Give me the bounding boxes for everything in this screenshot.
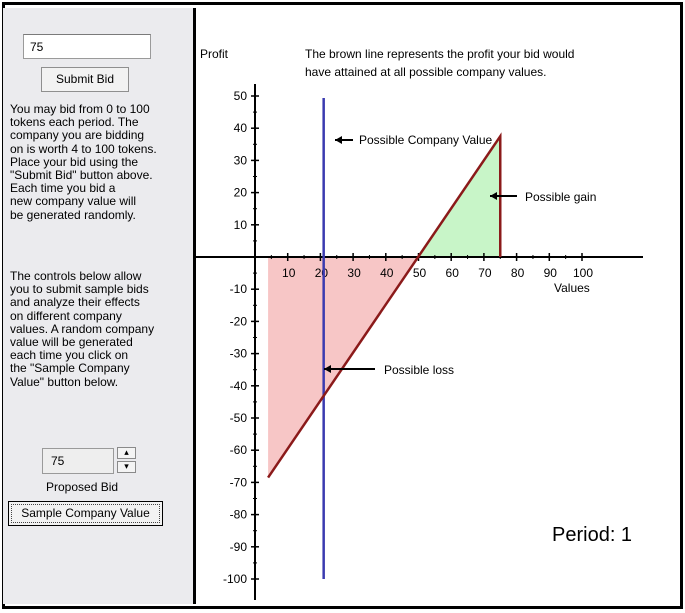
y-tick-label: -10 xyxy=(230,282,248,296)
x-tick-label: 10 xyxy=(282,266,296,280)
bidding-instructions: You may bid from 0 to 100 tokens each pe… xyxy=(10,102,157,222)
company-value-annotation: Possible Company Value xyxy=(359,133,493,147)
y-tick-label: -70 xyxy=(230,475,248,489)
x-axis-title: Values xyxy=(554,281,590,295)
proposed-bid-field[interactable]: 75 xyxy=(42,448,114,474)
company-value-arrow-head xyxy=(335,136,342,144)
x-tick-label: 40 xyxy=(380,266,394,280)
y-tick-label: -30 xyxy=(230,347,248,361)
gain-arrow-head xyxy=(490,192,497,200)
x-tick-label: 70 xyxy=(478,266,492,280)
x-tick-label: 60 xyxy=(446,266,460,280)
y-tick-label: 40 xyxy=(234,121,248,135)
panel-divider xyxy=(193,8,196,604)
bid-input[interactable] xyxy=(23,34,151,59)
x-tick-label: 50 xyxy=(413,266,427,280)
x-tick-label: 20 xyxy=(315,266,329,280)
x-tick-label: 90 xyxy=(544,266,558,280)
increment-bid-button[interactable]: ▴ xyxy=(117,447,136,459)
chart-title-line: have attained at all possible company va… xyxy=(305,65,546,79)
y-tick-label: -90 xyxy=(230,540,248,554)
proposed-bid-label: Proposed Bid xyxy=(46,480,119,494)
y-tick-label: 20 xyxy=(234,186,248,200)
y-tick-label: 30 xyxy=(234,153,248,167)
sample-instructions: The controls below allow you to submit s… xyxy=(10,269,155,389)
submit-bid-button[interactable]: Submit Bid xyxy=(41,67,129,92)
x-tick-label: 100 xyxy=(573,266,593,280)
chart-title-line: The brown line represents the profit you… xyxy=(305,47,574,61)
y-tick-label: -80 xyxy=(230,508,248,522)
y-axis-title: Profit xyxy=(200,47,229,61)
y-tick-label: -20 xyxy=(230,314,248,328)
sample-company-value-button[interactable]: Sample Company Value xyxy=(8,501,163,526)
period-indicator: Period: 1 xyxy=(552,524,633,546)
y-tick-label: -40 xyxy=(230,379,248,393)
y-tick-label: 50 xyxy=(234,89,248,103)
loss-annotation: Possible loss xyxy=(384,363,454,377)
y-tick-label: -50 xyxy=(230,411,248,425)
profit-line xyxy=(267,132,502,479)
decrement-bid-button[interactable]: ▾ xyxy=(117,461,136,473)
loss-arrow-head xyxy=(324,365,331,373)
x-tick-label: 30 xyxy=(347,266,361,280)
y-tick-label: 10 xyxy=(234,218,248,232)
x-tick-label: 80 xyxy=(511,266,525,280)
y-tick-label: -100 xyxy=(223,572,247,586)
gain-annotation: Possible gain xyxy=(525,190,596,204)
y-tick-label: -60 xyxy=(230,443,248,457)
